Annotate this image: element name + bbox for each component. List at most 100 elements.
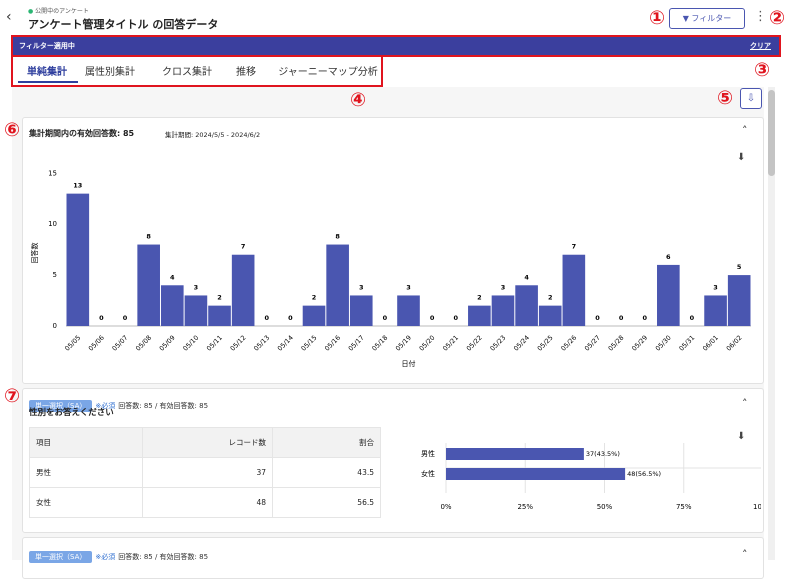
x-tick-label: 05/23 <box>488 334 507 353</box>
bar <box>538 305 562 326</box>
bar <box>160 285 184 326</box>
tab[interactable]: 属性別集計 <box>85 67 135 78</box>
breadcrumb[interactable]: ● 公開中のアンケート <box>28 8 89 15</box>
bar <box>349 295 373 326</box>
value-label: 0 <box>642 314 647 322</box>
x-tick-label: 05/06 <box>87 334 106 353</box>
value-label: 7 <box>572 243 577 251</box>
scrollbar <box>768 87 775 560</box>
filter-status: フィルター適用中 <box>19 42 75 50</box>
download-button[interactable]: ⬇ <box>737 152 746 163</box>
table-cell: 男性 <box>29 457 143 488</box>
response-counts: 回答数: 85 / 有効回答数: 85 <box>118 402 209 410</box>
annotation: ⑦ <box>3 385 21 407</box>
annotation: ⑤ <box>716 87 734 109</box>
value-label: 0 <box>430 314 435 322</box>
tab[interactable]: 推移 <box>236 67 256 78</box>
gender-chart: 0% 25% 50% 75% 100% 男性 37(43.5%) 女性 48(56.5%) <box>421 443 761 511</box>
x-tick-label: 0% <box>440 503 451 511</box>
bar <box>208 305 231 326</box>
tab[interactable]: 単純集計 <box>27 67 67 78</box>
x-tick-label: 05/25 <box>536 334 555 353</box>
table-cell: 43.5 <box>272 457 381 488</box>
x-tick-label: 05/16 <box>323 334 342 353</box>
table-cell: 37 <box>142 457 273 488</box>
x-tick-label: 05/07 <box>111 334 130 353</box>
x-tick-label: 06/02 <box>725 334 744 353</box>
period: 集計期間: 2024/5/5 - 2024/6/2 <box>165 131 261 139</box>
value-label: 0 <box>619 314 624 322</box>
export-button[interactable]: ⇩ <box>740 88 762 109</box>
y-tick-label: 5 <box>53 271 57 279</box>
download-button[interactable]: ⬇ <box>737 431 746 442</box>
value-label: 4 <box>170 273 175 281</box>
table-header: 割合 <box>272 427 381 458</box>
value-label: 3 <box>194 283 199 291</box>
x-tick-label: 05/09 <box>158 334 177 353</box>
page: ‹ ● 公開中のアンケート アンケート管理タイトル の回答データ ▼ フィルター… <box>3 7 786 579</box>
question-card: 単一選択（SA） ※必須 回答数: 85 / 有効回答数: 85 性別をお答えくださ… <box>22 388 764 533</box>
table-header: レコード数 <box>142 427 273 458</box>
tab[interactable]: ジャーニーマップ分析 <box>278 67 378 78</box>
bar <box>66 193 90 326</box>
value-label: 0 <box>265 314 270 322</box>
bar <box>704 295 727 326</box>
value-label: 4 <box>524 273 529 281</box>
bar <box>184 295 208 326</box>
x-tick-label: 25% <box>517 503 533 511</box>
x-tick-label: 05/05 <box>63 334 82 353</box>
x-tick-label: 05/20 <box>418 334 437 353</box>
x-tick-label: 05/19 <box>394 334 413 353</box>
bar <box>446 468 626 480</box>
more-menu[interactable]: ⋮ <box>754 9 767 24</box>
collapse-button[interactable]: ˄ <box>742 124 748 137</box>
y-tick-label: 0 <box>53 322 57 330</box>
x-tick-label: 05/26 <box>559 334 578 353</box>
value-label: 2 <box>312 294 317 302</box>
x-tick-label: 05/17 <box>347 334 366 353</box>
value-label: 0 <box>595 314 600 322</box>
response-counts: 回答数: 85 / 有効回答数: 85 <box>118 553 209 561</box>
table-cell: 48 <box>142 487 273 518</box>
x-tick-label: 05/27 <box>583 334 602 353</box>
y-tick-label: 15 <box>48 169 57 177</box>
back-button[interactable]: ‹ <box>6 9 12 25</box>
x-tick-label: 05/30 <box>654 334 673 353</box>
page-title: アンケート管理タイトル の回答データ <box>28 18 219 31</box>
x-tick-label: 05/28 <box>607 334 626 353</box>
x-tick-label: 50% <box>597 503 613 511</box>
value-label: 3 <box>359 283 364 291</box>
filter-button[interactable]: ▼ フィルター <box>669 8 745 29</box>
y-tick-label: 10 <box>48 220 57 228</box>
x-tick-label: 05/18 <box>370 334 389 353</box>
x-tick-label: 05/11 <box>205 334 224 353</box>
x-tick-label: 05/21 <box>441 334 460 353</box>
value-label: 7 <box>241 243 246 251</box>
value-label: 0 <box>99 314 104 322</box>
filter-clear[interactable]: クリア <box>750 42 771 50</box>
value-label: 0 <box>453 314 458 322</box>
bar <box>515 285 538 326</box>
value-label: 2 <box>217 294 222 302</box>
bar <box>491 295 515 326</box>
value-label: 0 <box>383 314 388 322</box>
value-label: 2 <box>477 294 482 302</box>
annotation: ① <box>648 7 666 29</box>
bar <box>446 448 584 460</box>
tab-bar <box>11 55 383 87</box>
tab[interactable]: クロス集計 <box>162 67 212 78</box>
annotation: ⑥ <box>3 119 21 141</box>
value-label: 0 <box>288 314 293 322</box>
question-tag: 単一選択（SA） <box>29 551 93 563</box>
x-tick-label: 06/01 <box>701 334 720 353</box>
x-tick-label: 75% <box>676 503 692 511</box>
collapse-button[interactable]: ˄ <box>742 548 748 561</box>
bar <box>302 305 326 326</box>
x-tick-label: 05/08 <box>134 334 153 353</box>
value-label: 5 <box>737 263 742 271</box>
collapse-button[interactable]: ˄ <box>742 397 748 410</box>
question-card: 単一選択（SA） ※必須 回答数: 85 / 有効回答数: 85 ˄ <box>22 537 764 579</box>
category-label: 男性 <box>421 449 435 458</box>
value-label: 8 <box>335 233 340 241</box>
annotation: ② <box>768 7 786 29</box>
